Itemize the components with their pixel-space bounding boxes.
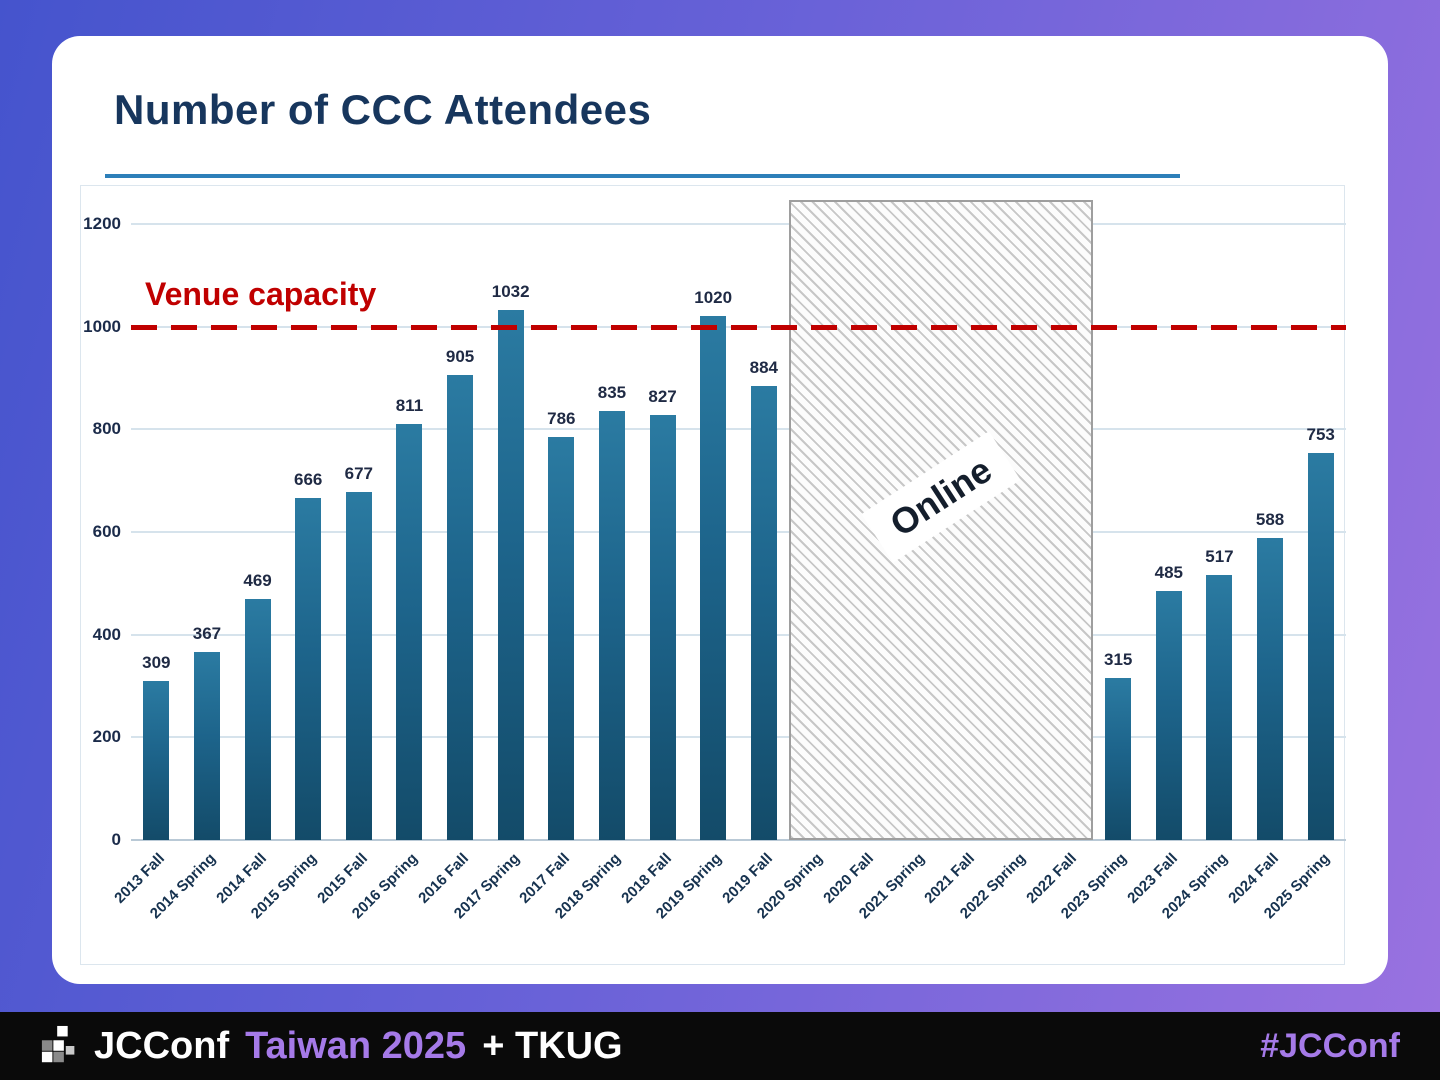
bar (396, 423, 423, 840)
bar (649, 415, 676, 840)
gridline (131, 531, 1346, 533)
footer-bar: JCConf Taiwan 2025 + TKUG #JCConf (0, 1012, 1440, 1080)
venue-capacity-line (131, 324, 1346, 330)
online-label: Online (861, 431, 1021, 563)
bar (193, 651, 220, 840)
gridline (131, 428, 1346, 431)
bar-value-label: 485 (1154, 563, 1183, 583)
bar-value-label: 315 (1104, 650, 1133, 670)
bar (497, 310, 524, 840)
bar-value-label: 884 (749, 358, 778, 378)
gridline (131, 736, 1346, 739)
gridline (131, 633, 1346, 636)
bar-value-label: 309 (142, 653, 171, 673)
bar (345, 492, 372, 840)
bar-value-label: 905 (445, 347, 475, 367)
bar-value-label: 367 (192, 623, 222, 643)
bar-value-label: 786 (547, 408, 576, 428)
y-axis-tick-label: 600 (92, 522, 121, 541)
y-axis-tick-label: 400 (92, 624, 121, 644)
footer-brand: JCConf (94, 1024, 230, 1067)
bar (548, 436, 575, 840)
venue-capacity-label: Venue capacity (145, 276, 377, 312)
y-axis-tick-label: 200 (92, 727, 121, 747)
bar (1257, 538, 1284, 840)
bar (750, 386, 777, 840)
bar (700, 316, 727, 840)
bar (1155, 591, 1182, 840)
bar-value-label: 469 (243, 571, 272, 591)
bar-value-label: 666 (294, 470, 323, 490)
slide-card: Number of CCC Attendees Venue capacity 0… (52, 36, 1388, 984)
bar-value-label: 835 (597, 383, 627, 403)
y-axis-tick-label: 1200 (83, 214, 121, 233)
plot-area: Venue capacity 0 200 400 600 800 1000 1200 Onli… (83, 200, 1346, 922)
title-underline (105, 174, 1180, 178)
footer-event: Taiwan 2025 (245, 1024, 467, 1067)
bar (244, 599, 271, 840)
bar (143, 681, 170, 840)
attendees-chart: Venue capacity 0 200 400 600 800 1000 1200 Onli… (80, 185, 1346, 965)
bar-value-label: 827 (648, 387, 677, 407)
bar (447, 375, 474, 840)
bar (295, 498, 322, 840)
y-axis-tick-label: 800 (92, 419, 121, 439)
bar (1307, 453, 1334, 840)
bar (598, 411, 625, 840)
bar (1105, 678, 1132, 840)
bar-value-label: 811 (395, 395, 424, 415)
y-axis-tick-label: 0 (111, 830, 121, 849)
gridline (131, 223, 1346, 225)
bar-value-label: 1020 (694, 288, 733, 308)
online-period-region: Online (789, 200, 1093, 840)
page-title: Number of CCC Attendees (114, 86, 652, 133)
bar-value-label: 677 (344, 464, 373, 484)
y-axis-tick-label: 1000 (83, 316, 121, 336)
bar-value-label: 588 (1255, 510, 1285, 530)
footer-plus: + TKUG (482, 1024, 623, 1067)
jcconf-logo-icon (41, 1025, 75, 1063)
gridline (131, 839, 1346, 841)
footer-hashtag: #JCConf (1260, 1026, 1400, 1065)
bar-value-label: 1032 (491, 282, 530, 302)
bar-value-label: 517 (1205, 546, 1234, 566)
bar (1206, 574, 1233, 840)
bar-value-label: 753 (1306, 425, 1335, 445)
